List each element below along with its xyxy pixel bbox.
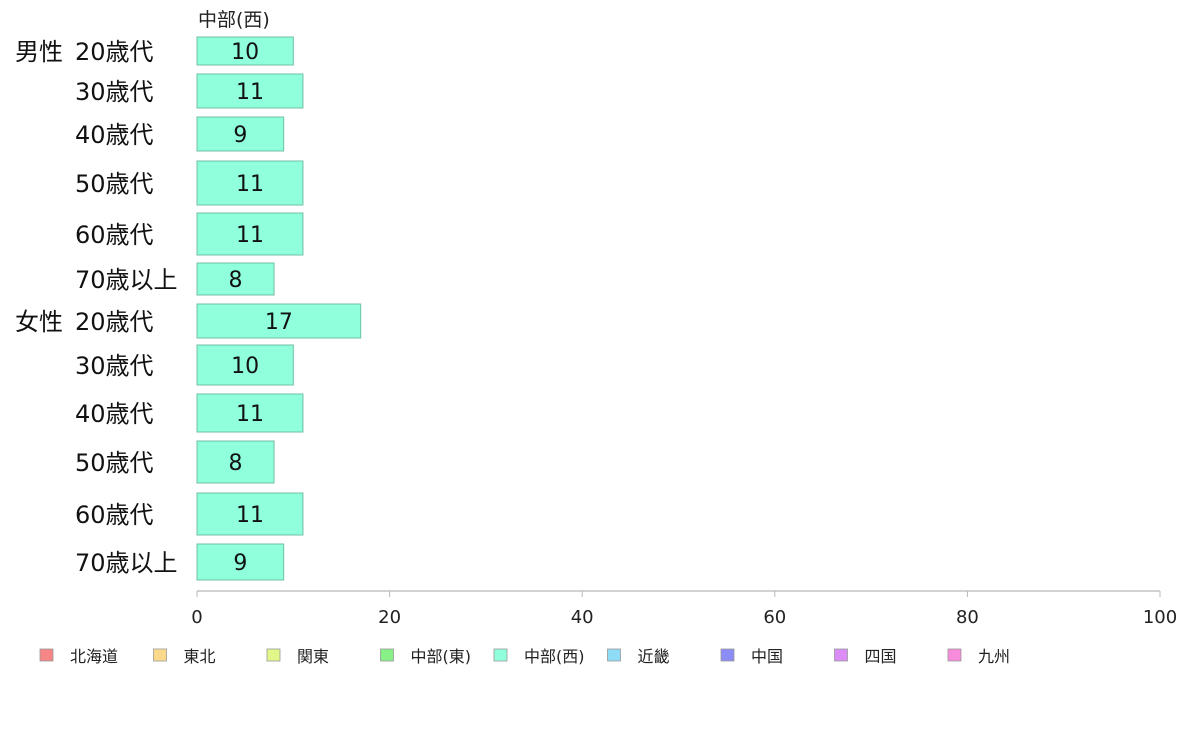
- legend-label: 中部(東): [411, 647, 472, 666]
- x-tick-label: 80: [956, 607, 979, 628]
- bar-value-label: 11: [236, 80, 264, 105]
- legend-swatch: [607, 648, 621, 662]
- x-tick-label: 0: [191, 607, 202, 628]
- bar: [196, 303, 362, 339]
- legend-swatch: [266, 648, 281, 662]
- bar: [196, 440, 275, 484]
- bar: [196, 344, 294, 386]
- legend-label: 北海道: [70, 647, 118, 666]
- x-axis: 0 20 40 60 80 100: [191, 590, 1177, 628]
- legend-label: 中国: [751, 647, 783, 666]
- bar-value-label: 11: [236, 503, 264, 528]
- bar: [196, 160, 304, 206]
- series-title: 中部(西): [198, 9, 270, 31]
- group-label: 女性: [15, 308, 63, 336]
- category-label: 30歳代: [75, 352, 154, 380]
- category-label: 20歳代: [75, 38, 154, 66]
- bar-value-label: 11: [236, 172, 264, 197]
- legend-swatch: [380, 648, 394, 662]
- group-label: 男性: [15, 38, 63, 66]
- legend-label: 東北: [184, 647, 216, 666]
- bar-value-label: 10: [231, 40, 259, 65]
- category-label: 30歳代: [75, 78, 154, 106]
- category-label: 20歳代: [75, 308, 154, 336]
- x-tick-label: 60: [763, 607, 786, 628]
- legend: 北海道 東北 関東 中部(東) 中部(西) 近畿 中国 四国 九州: [39, 647, 1010, 666]
- bar: [196, 492, 304, 536]
- bar-value-label: 9: [233, 551, 247, 576]
- bar-value-label: 8: [229, 268, 243, 293]
- bar: [196, 543, 285, 581]
- bar: [196, 262, 275, 296]
- legend-label: 近畿: [638, 647, 670, 666]
- legend-swatch: [947, 648, 962, 662]
- bar: [196, 73, 304, 109]
- legend-swatch: [720, 648, 735, 662]
- bar-value-label: 11: [236, 223, 264, 248]
- x-tick-label: 20: [378, 607, 401, 628]
- bar-value-label: 17: [265, 310, 293, 335]
- legend-swatch: [493, 648, 508, 662]
- bar: [196, 393, 304, 433]
- bar-value-label: 11: [236, 402, 264, 427]
- bar-value-label: 8: [229, 451, 243, 476]
- legend-label: 四国: [865, 647, 897, 666]
- category-label: 40歳代: [75, 121, 154, 149]
- category-label: 60歳代: [75, 221, 154, 249]
- category-label: 50歳代: [75, 449, 154, 477]
- bar: [196, 116, 285, 152]
- category-label: 50歳代: [75, 170, 154, 198]
- legend-label: 中部(西): [524, 647, 585, 666]
- legend-label: 関東: [297, 647, 329, 666]
- bar-value-label: 10: [231, 354, 259, 379]
- legend-swatch: [834, 648, 848, 662]
- category-label: 70歳以上: [75, 266, 178, 294]
- legend-swatch: [153, 648, 167, 662]
- legend-swatch: [39, 648, 54, 662]
- category-label: 40歳代: [75, 400, 154, 428]
- bar-value-label: 9: [233, 123, 247, 148]
- x-tick-label: 100: [1143, 607, 1177, 628]
- category-label: 70歳以上: [75, 549, 178, 577]
- bar: [196, 212, 304, 256]
- x-tick-label: 40: [571, 607, 594, 628]
- bar: [196, 36, 294, 66]
- category-label: 60歳代: [75, 501, 154, 529]
- legend-label: 九州: [978, 647, 1010, 666]
